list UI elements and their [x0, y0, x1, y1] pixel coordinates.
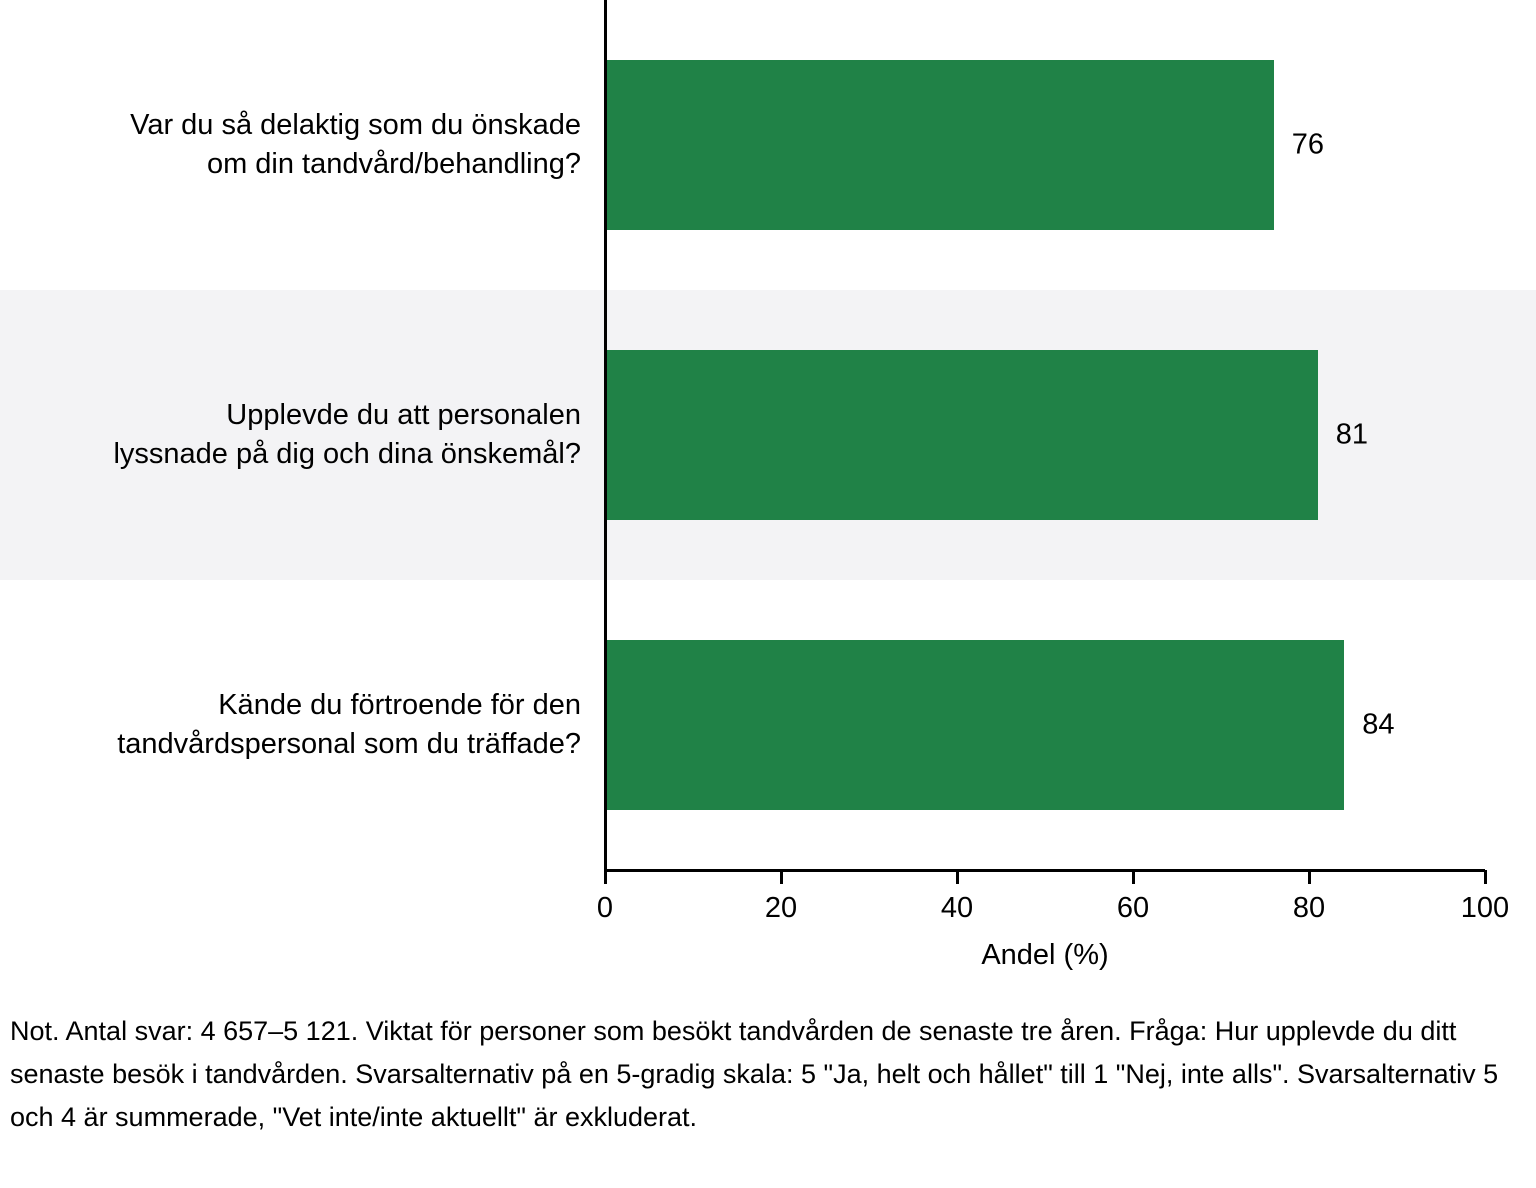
row-label-line1: Var du så delaktig som du önskade	[0, 106, 581, 145]
x-tick-label: 0	[597, 892, 613, 925]
x-tick	[780, 870, 783, 884]
x-axis-title: Andel (%)	[605, 939, 1485, 972]
row-label-line1: Upplevde du att personalen	[0, 396, 581, 435]
bar-value-label: 76	[1292, 129, 1324, 162]
bar	[605, 60, 1274, 230]
bar-value-label: 81	[1336, 419, 1368, 452]
chart-row: Var du så delaktig som du önskadeom din …	[0, 0, 1536, 290]
row-label: Kände du förtroende för dentandvårdspers…	[0, 686, 605, 764]
row-label-line2: lyssnade på dig och dina önskemål?	[0, 435, 581, 474]
row-label-line2: tandvårdspersonal som du träffade?	[0, 725, 581, 764]
chart-row: Kände du förtroende för dentandvårdspers…	[0, 580, 1536, 870]
row-label: Upplevde du att personalenlyssnade på di…	[0, 396, 605, 474]
row-label-line2: om din tandvård/behandling?	[0, 145, 581, 184]
row-label-line1: Kände du förtroende för den	[0, 686, 581, 725]
x-tick	[1308, 870, 1311, 884]
x-tick-label: 40	[941, 892, 973, 925]
bar-chart: Var du så delaktig som du önskadeom din …	[0, 0, 1536, 970]
chart-footnote: Not. Antal svar: 4 657–5 121. Viktat för…	[10, 1010, 1500, 1140]
plot-cell: 81	[605, 290, 1485, 580]
x-tick	[604, 870, 607, 884]
x-axis-area: 020406080100Andel (%)	[0, 870, 1485, 970]
bar-value-label: 84	[1362, 709, 1394, 742]
bar	[605, 640, 1344, 810]
x-tick	[1132, 870, 1135, 884]
row-label: Var du så delaktig som du önskadeom din …	[0, 106, 605, 184]
y-axis-line	[604, 0, 607, 870]
chart-row: Upplevde du att personalenlyssnade på di…	[0, 290, 1536, 580]
x-tick-label: 80	[1293, 892, 1325, 925]
x-tick-label: 20	[765, 892, 797, 925]
x-tick-label: 60	[1117, 892, 1149, 925]
x-tick-label: 100	[1461, 892, 1509, 925]
x-tick	[956, 870, 959, 884]
bar	[605, 350, 1318, 520]
x-tick	[1484, 870, 1487, 884]
plot-cell: 84	[605, 580, 1485, 870]
plot-cell: 76	[605, 0, 1485, 290]
